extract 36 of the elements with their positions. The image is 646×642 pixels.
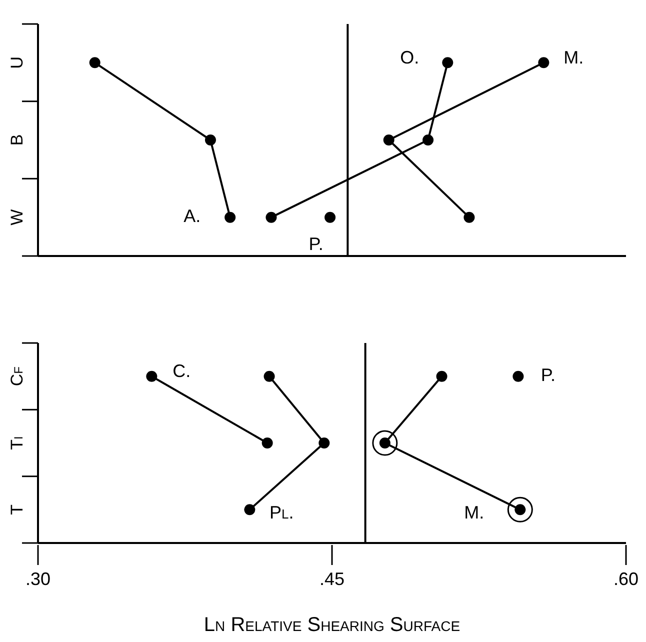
point — [318, 438, 330, 448]
point — [146, 370, 158, 382]
annotation: P. — [308, 234, 324, 254]
y-tick-label: B — [7, 134, 26, 146]
annotation: A. — [184, 206, 201, 226]
y-tick-label: Cf — [7, 366, 26, 386]
point — [324, 212, 336, 223]
point — [204, 134, 216, 146]
y-tick-label: U — [7, 56, 26, 69]
point — [264, 370, 275, 382]
point — [266, 212, 277, 223]
y-tick-label: T — [7, 504, 26, 515]
annotation: M. — [464, 502, 484, 522]
point — [422, 134, 434, 146]
point — [507, 496, 533, 522]
point — [244, 504, 256, 516]
annotation: P. — [540, 365, 556, 386]
point — [224, 212, 236, 223]
point — [538, 57, 550, 68]
x-tick-label: .30 — [25, 569, 51, 589]
annotation: C. — [172, 361, 191, 382]
point — [89, 57, 100, 68]
x-tick-label: .60 — [613, 569, 639, 589]
point — [383, 134, 394, 146]
y-tick-label: Ti — [7, 436, 26, 450]
annotation: O. — [400, 47, 420, 68]
annotation: Pl. — [270, 502, 294, 522]
annotation: M. — [564, 47, 584, 68]
point — [372, 430, 398, 456]
point — [262, 438, 273, 448]
point — [464, 212, 475, 223]
point — [442, 57, 454, 68]
point — [512, 370, 524, 382]
x-axis-title: Ln Relative Shearing Surface — [204, 614, 460, 636]
y-tick-label: W — [7, 209, 26, 226]
x-tick-label: .45 — [319, 569, 345, 589]
